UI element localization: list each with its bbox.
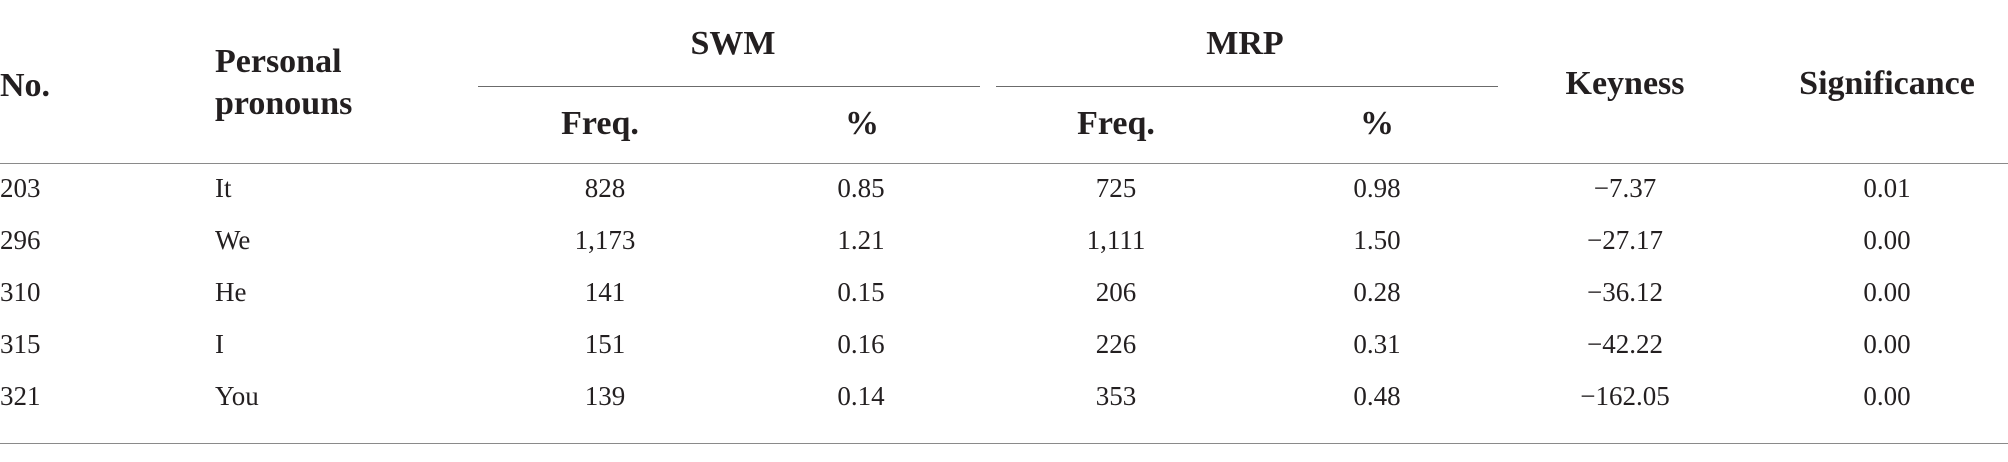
header-pronouns-line1: Personal: [215, 43, 342, 80]
cell-no: 203: [0, 173, 41, 203]
cell-mrp-percent: 0.48: [1353, 381, 1401, 411]
cell-significance: 0.00: [1863, 381, 1911, 411]
header-pronouns-line2: pronouns: [215, 85, 353, 122]
cell-swm-freq: 139: [584, 381, 626, 411]
header-group-swm: SWM: [690, 25, 776, 62]
header-swm-freq: Freq.: [561, 105, 639, 142]
cell-pronoun: He: [215, 277, 247, 307]
header-mrp-freq: Freq.: [1077, 105, 1155, 142]
cell-mrp-freq: 1,111: [1086, 225, 1146, 255]
cell-no: 321: [0, 381, 41, 411]
cell-swm-percent: 0.15: [837, 277, 885, 307]
group-rule-swm: [478, 86, 980, 87]
cell-pronoun: We: [215, 225, 251, 255]
header-mrp-percent: %: [1360, 105, 1394, 142]
cell-mrp-percent: 0.28: [1353, 277, 1401, 307]
table-row: 321 You 139 0.14 353 0.48 −162.05 0.00: [0, 370, 2008, 422]
cell-swm-percent: 1.21: [837, 225, 885, 255]
cell-mrp-percent: 0.98: [1353, 173, 1401, 203]
cell-swm-percent: 0.85: [837, 173, 885, 203]
header-no: No.: [0, 67, 51, 104]
cell-no: 310: [0, 277, 41, 307]
cell-swm-freq: 828: [584, 173, 626, 203]
header-bottom-rule: [0, 163, 2008, 164]
cell-significance: 0.00: [1863, 277, 1911, 307]
cell-swm-freq: 1,173: [574, 225, 636, 255]
cell-keyness: −36.12: [1587, 277, 1663, 307]
cell-mrp-percent: 0.31: [1353, 329, 1401, 359]
cell-swm-freq: 151: [584, 329, 626, 359]
header-group-mrp: MRP: [1206, 25, 1284, 62]
header-significance: Significance: [1799, 65, 1975, 102]
header-swm-percent: %: [845, 105, 879, 142]
cell-mrp-percent: 1.50: [1353, 225, 1401, 255]
cell-significance: 0.00: [1863, 225, 1911, 255]
cell-swm-freq: 141: [584, 277, 626, 307]
cell-mrp-freq: 206: [1095, 277, 1137, 307]
cell-mrp-freq: 226: [1095, 329, 1137, 359]
cell-swm-percent: 0.14: [837, 381, 885, 411]
table-bottom-rule: [0, 443, 2008, 444]
cell-pronoun: I: [215, 329, 224, 359]
cell-keyness: −42.22: [1587, 329, 1663, 359]
cell-keyness: −27.17: [1587, 225, 1663, 255]
group-rule-mrp: [996, 86, 1498, 87]
header-keyness: Keyness: [1565, 65, 1685, 102]
cell-swm-percent: 0.16: [837, 329, 885, 359]
table-row: 315 I 151 0.16 226 0.31 −42.22 0.00: [0, 318, 2008, 370]
cell-pronoun: You: [215, 381, 259, 411]
cell-no: 315: [0, 329, 41, 359]
cell-no: 296: [0, 225, 41, 255]
cell-pronoun: It: [215, 173, 232, 203]
table-row: 203 It 828 0.85 725 0.98 −7.37 0.01: [0, 162, 2008, 214]
table-row: 296 We 1,173 1.21 1,111 1.50 −27.17 0.00: [0, 214, 2008, 266]
cell-significance: 0.00: [1863, 329, 1911, 359]
cell-mrp-freq: 353: [1095, 381, 1137, 411]
cell-keyness: −7.37: [1593, 173, 1657, 203]
cell-significance: 0.01: [1863, 173, 1911, 203]
cell-mrp-freq: 725: [1095, 173, 1137, 203]
table-row: 310 He 141 0.15 206 0.28 −36.12 0.00: [0, 266, 2008, 318]
cell-keyness: −162.05: [1580, 381, 1670, 411]
